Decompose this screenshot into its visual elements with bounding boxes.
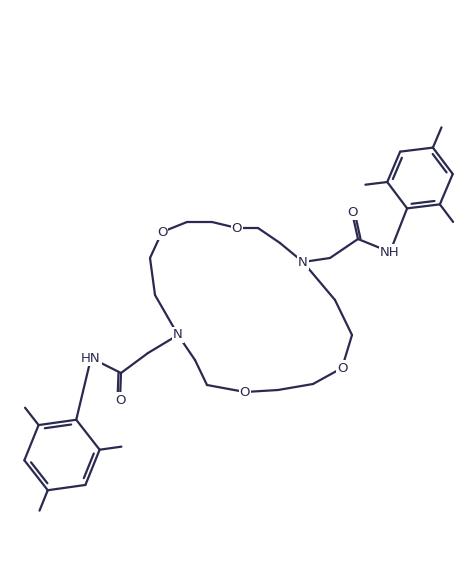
- Text: N: N: [298, 256, 308, 269]
- Text: O: O: [337, 362, 347, 374]
- Text: N: N: [173, 329, 183, 342]
- Text: O: O: [115, 394, 125, 407]
- Text: O: O: [157, 225, 167, 239]
- Text: HN: HN: [81, 352, 101, 364]
- Text: NH: NH: [380, 246, 400, 259]
- Text: O: O: [232, 222, 242, 235]
- Text: O: O: [347, 205, 357, 219]
- Text: O: O: [240, 386, 250, 398]
